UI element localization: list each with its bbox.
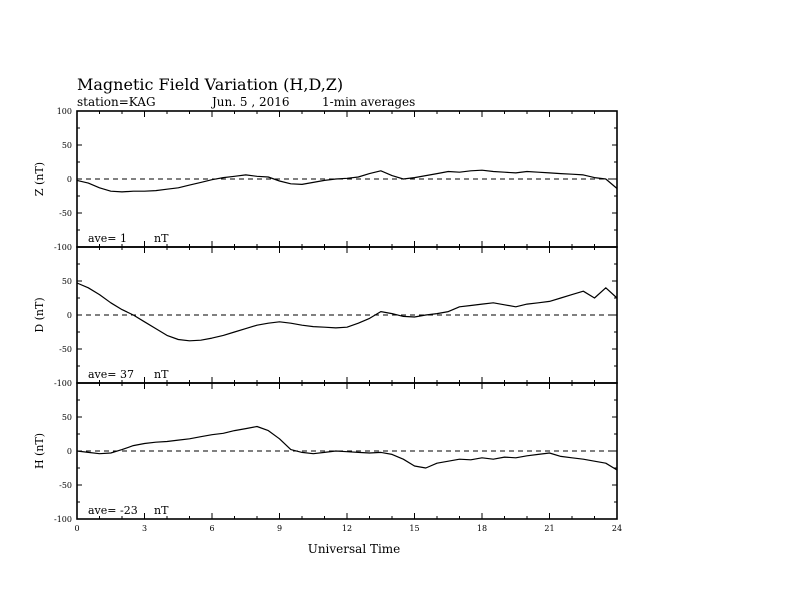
y-tick-label: 0 bbox=[67, 311, 72, 320]
y-axis-label: H (nT) bbox=[33, 433, 46, 469]
y-axis-label: Z (nT) bbox=[33, 162, 46, 196]
x-tick-label: 21 bbox=[544, 524, 554, 533]
ave-unit: nT bbox=[154, 368, 169, 381]
y-tick-label: 50 bbox=[62, 141, 72, 150]
panel-0: 100 50 0 -50 -100 Z (nT) ave= 1 nT bbox=[33, 107, 618, 252]
ave-unit: nT bbox=[154, 504, 169, 517]
series-line-0 bbox=[76, 282, 618, 342]
x-tick-label: 18 bbox=[477, 524, 487, 533]
y-tick-label: 100 bbox=[57, 107, 72, 116]
y-tick-label: 50 bbox=[62, 277, 72, 286]
x-axis: 0 3 6 9 12 15 18 21 24 bbox=[74, 524, 622, 533]
series-line-0 bbox=[76, 169, 618, 193]
y-tick-label: -50 bbox=[59, 345, 72, 354]
panel-1: 50 0 -50 -100 D (nT) ave= 37 nT bbox=[33, 246, 618, 388]
x-tick-label: 0 bbox=[74, 524, 79, 533]
ave-label: ave= 37 bbox=[88, 368, 134, 381]
x-tick-label: 6 bbox=[209, 524, 214, 533]
ave-unit: nT bbox=[154, 232, 169, 245]
y-tick-label: -50 bbox=[59, 209, 72, 218]
ave-label: ave= -23 bbox=[88, 504, 138, 517]
y-axis-label: D (nT) bbox=[33, 297, 46, 332]
x-tick-label: 24 bbox=[612, 524, 622, 533]
y-tick-label: -100 bbox=[54, 243, 72, 252]
y-tick-label: 0 bbox=[67, 175, 72, 184]
station-label: station=KAG bbox=[77, 95, 156, 109]
ave-label: ave= 1 bbox=[88, 232, 127, 245]
x-tick-label: 9 bbox=[277, 524, 282, 533]
y-tick-label: -50 bbox=[59, 481, 72, 490]
series-line-0 bbox=[76, 425, 618, 471]
x-axis-label: Universal Time bbox=[308, 542, 401, 556]
date-label: Jun. 5 , 2016 bbox=[210, 95, 290, 109]
panel-2: 50 0 -50 -100 H (nT) ave= -23 nT bbox=[33, 382, 618, 524]
panels-group: 100 50 0 -50 -100 Z (nT) ave= 1 nT 50 0 -50 -100 D (… bbox=[33, 107, 618, 524]
y-tick-label: 0 bbox=[67, 447, 72, 456]
y-tick-label: 50 bbox=[62, 413, 72, 422]
x-tick-label: 15 bbox=[409, 524, 419, 533]
x-tick-label: 12 bbox=[342, 524, 352, 533]
averaging-label: 1-min averages bbox=[322, 95, 415, 109]
y-tick-label: -100 bbox=[54, 515, 72, 524]
chart-title: Magnetic Field Variation (H,D,Z) bbox=[77, 75, 343, 94]
x-tick-label: 3 bbox=[142, 524, 147, 533]
y-tick-label: -100 bbox=[54, 379, 72, 388]
